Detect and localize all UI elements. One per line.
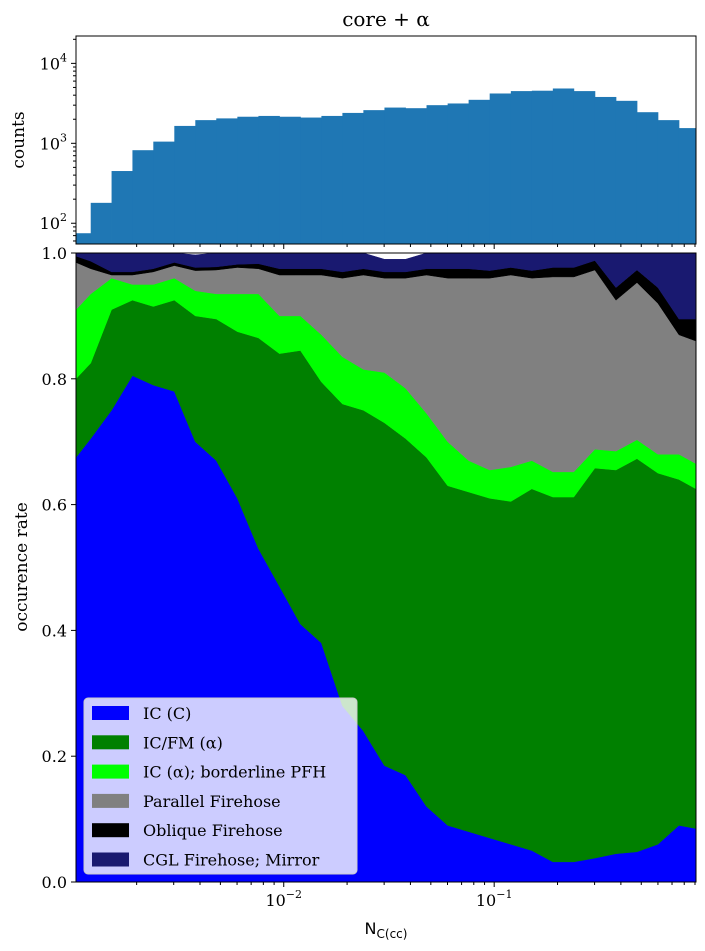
legend-label: IC/FM (α) (143, 733, 223, 752)
legend-label: Parallel Firehose (143, 792, 281, 811)
area-y-tick-label: 1.0 (42, 244, 67, 263)
area-y-tick-label: 0.0 (42, 873, 67, 892)
histogram-y-axis: 102 103 104 (40, 38, 76, 242)
area-x-axis: 10−2 10−1 (136, 882, 696, 910)
histogram-frame (75, 35, 697, 245)
histogram-bar (363, 110, 385, 244)
histogram-bar (636, 112, 659, 244)
area-frame (75, 252, 697, 883)
legend-swatch (92, 852, 129, 867)
histogram-bar (90, 202, 112, 244)
legend-swatch (92, 823, 129, 838)
area-x-label: NC(cc) (365, 919, 408, 941)
histogram-bar (615, 100, 638, 244)
area-y-tick-label: 0.6 (42, 496, 67, 515)
legend: IC (C) IC/FM (α) IC (α); borderline PFH Par… (83, 697, 358, 875)
histogram-title: core + α (342, 7, 430, 31)
histogram-bar (489, 93, 512, 245)
histogram-y-label: counts (9, 111, 29, 168)
histogram-bar (510, 91, 533, 244)
histogram-bar (405, 108, 427, 244)
x-label-main: N (365, 919, 377, 938)
legend-label: CGL Firehose; Mirror (143, 851, 320, 870)
histogram-bar (174, 125, 196, 244)
x-label-subscript: C(cc) (377, 927, 408, 941)
histogram-bar (279, 116, 301, 244)
legend-label: IC (C) (143, 704, 191, 723)
histogram-bar (342, 112, 364, 244)
histogram-y-tick-label: 104 (40, 51, 67, 73)
legend-label: Oblique Firehose (143, 821, 283, 840)
histogram-bar (552, 88, 575, 244)
histogram-bar (237, 116, 259, 244)
histogram-bar (111, 171, 133, 244)
histogram-bar (321, 115, 343, 244)
histogram-panel: core + α 102 103 104 counts (9, 7, 697, 249)
legend-swatch (92, 735, 129, 750)
area-y-tick-label: 0.8 (42, 370, 67, 389)
histogram-y-tick-label: 102 (40, 211, 67, 233)
histogram-y-tick-label: 103 (40, 131, 67, 153)
area-y-label: occurence rate (12, 502, 32, 632)
legend-label: IC (α); borderline PFH (143, 763, 326, 782)
histogram-bar (258, 115, 280, 244)
histogram-bar (531, 90, 554, 244)
area-y-axis: 0.0 0.2 0.4 0.6 0.8 1.0 (42, 244, 76, 892)
histogram-bar (300, 117, 322, 244)
legend-box (83, 697, 358, 875)
histogram-bar (216, 118, 238, 244)
area-x-tick-label: 10−2 (265, 888, 302, 910)
histogram-bar (678, 128, 697, 244)
histogram-bar (195, 120, 217, 244)
histogram-bar (447, 103, 470, 244)
area-x-tick-label: 10−1 (476, 888, 513, 910)
histogram-bar (132, 150, 154, 244)
histogram-bar (573, 91, 596, 244)
histogram-bar (153, 141, 175, 244)
histogram-bar (468, 99, 491, 244)
area-y-tick-label: 0.4 (42, 621, 67, 640)
legend-swatch (92, 764, 129, 779)
histogram-bar (657, 120, 680, 244)
histogram-bar (426, 105, 449, 244)
histogram-bar (594, 96, 617, 244)
area-panel: 0.0 0.2 0.4 0.6 0.8 1.0 10−2 10−1 occurence ra… (12, 244, 697, 941)
histogram-bars (76, 88, 697, 245)
legend-swatch (92, 793, 129, 808)
histogram-bar (384, 107, 406, 244)
histogram-bar (76, 233, 92, 244)
legend-swatch (92, 706, 129, 720)
area-y-tick-label: 0.2 (42, 747, 67, 766)
